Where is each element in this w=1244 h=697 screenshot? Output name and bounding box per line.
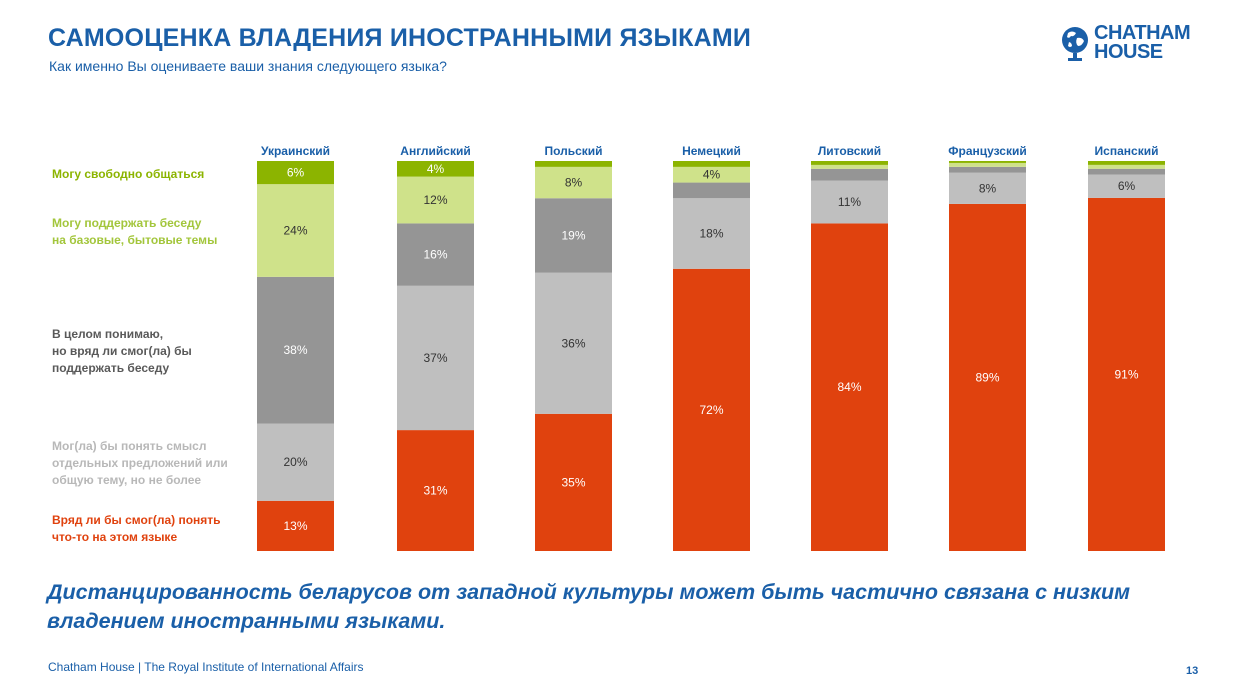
legend-item: Вряд ли бы смог(ла) понять что-то на это… [52, 513, 221, 544]
bar-segment [397, 161, 474, 177]
bar-segment [535, 161, 612, 167]
bar-segment [257, 184, 334, 277]
data-label: 6% [1118, 179, 1136, 193]
bar-segment [257, 423, 334, 501]
bar-segment [397, 285, 474, 431]
bar-segment [1088, 174, 1165, 198]
category-label: Испанский [1095, 144, 1159, 158]
category-label: Французский [948, 144, 1027, 158]
data-label: 11% [838, 195, 861, 209]
data-label: 12% [423, 193, 447, 207]
data-label: 8% [979, 181, 997, 195]
category-label: Литовский [818, 144, 881, 158]
footer-text: Chatham House | The Royal Institute of I… [48, 660, 364, 674]
data-label: 4% [427, 162, 445, 176]
bar-segment [673, 268, 750, 551]
page-title: САМООЦЕНКА ВЛАДЕНИЯ ИНОСТРАННЫМИ ЯЗЫКАМИ [48, 24, 752, 52]
legend-item: В целом понимаю, но вряд ли смог(ла) бы … [52, 327, 192, 375]
bar-segment [949, 166, 1026, 173]
data-label: 36% [561, 336, 585, 350]
data-label: 18% [699, 227, 723, 241]
data-label: 89% [975, 370, 999, 384]
bar-segment [811, 223, 888, 551]
category-label: Польский [544, 144, 602, 158]
data-label: 38% [283, 343, 307, 357]
logo-text: CHATHAM HOUSE [1094, 22, 1191, 63]
data-label: 4% [703, 168, 721, 182]
category-label: Немецкий [682, 144, 741, 158]
bar-segment [397, 176, 474, 224]
category-label: Украинский [261, 144, 330, 158]
bar-segment [811, 168, 888, 181]
bar-segment [949, 162, 1026, 167]
bar-segment [257, 500, 334, 551]
bar-segment [257, 161, 334, 185]
bar-segment [535, 166, 612, 199]
bar-segment [949, 172, 1026, 204]
bar-segment [1088, 168, 1165, 175]
data-label: 13% [283, 519, 307, 533]
data-label: 84% [837, 380, 861, 394]
bar-segment [1088, 164, 1165, 169]
legend-item: Могу поддержать беседу на базовые, бытов… [52, 216, 218, 247]
legend-item: Могу свободно общаться [52, 167, 205, 181]
bar-segment [811, 164, 888, 169]
category-label: Английский [400, 144, 470, 158]
data-label: 19% [561, 228, 585, 242]
data-label: 8% [565, 176, 583, 190]
bar-segment [811, 180, 888, 224]
bar-segment [257, 276, 334, 424]
data-label: 6% [287, 166, 305, 180]
bar-segment [397, 430, 474, 551]
bar-segment [673, 182, 750, 199]
data-label: 72% [699, 403, 723, 417]
chatham-house-logo: CHATHAM HOUSE [1060, 22, 1210, 68]
data-label: 35% [561, 475, 585, 489]
page-number: 13 [1186, 665, 1199, 677]
bar-segment [535, 272, 612, 414]
bar-segment [397, 223, 474, 286]
bar-segment [949, 203, 1026, 551]
bar-segment [811, 161, 888, 165]
bar-segment [673, 161, 750, 167]
data-label: 37% [423, 351, 447, 365]
bar-segment [949, 161, 1026, 163]
bar-segment [1088, 197, 1165, 552]
data-label: 20% [283, 455, 307, 469]
bar-segment [673, 198, 750, 269]
bar-segment [673, 166, 750, 183]
globe-icon [1062, 27, 1088, 61]
bar-segment [535, 198, 612, 273]
data-label: 91% [1114, 367, 1138, 381]
data-label: 16% [423, 248, 447, 262]
bar-segment [1088, 161, 1165, 165]
legend-item: Мог(ла) бы понять смысл отдельных предло… [52, 439, 228, 487]
page-subtitle: Как именно Вы оцениваете ваши знания сле… [49, 58, 447, 74]
data-label: 24% [283, 224, 307, 238]
data-label: 31% [423, 484, 447, 498]
bar-segment [535, 413, 612, 551]
conclusion-text: Дистанцированность беларусов от западной… [47, 580, 1131, 633]
